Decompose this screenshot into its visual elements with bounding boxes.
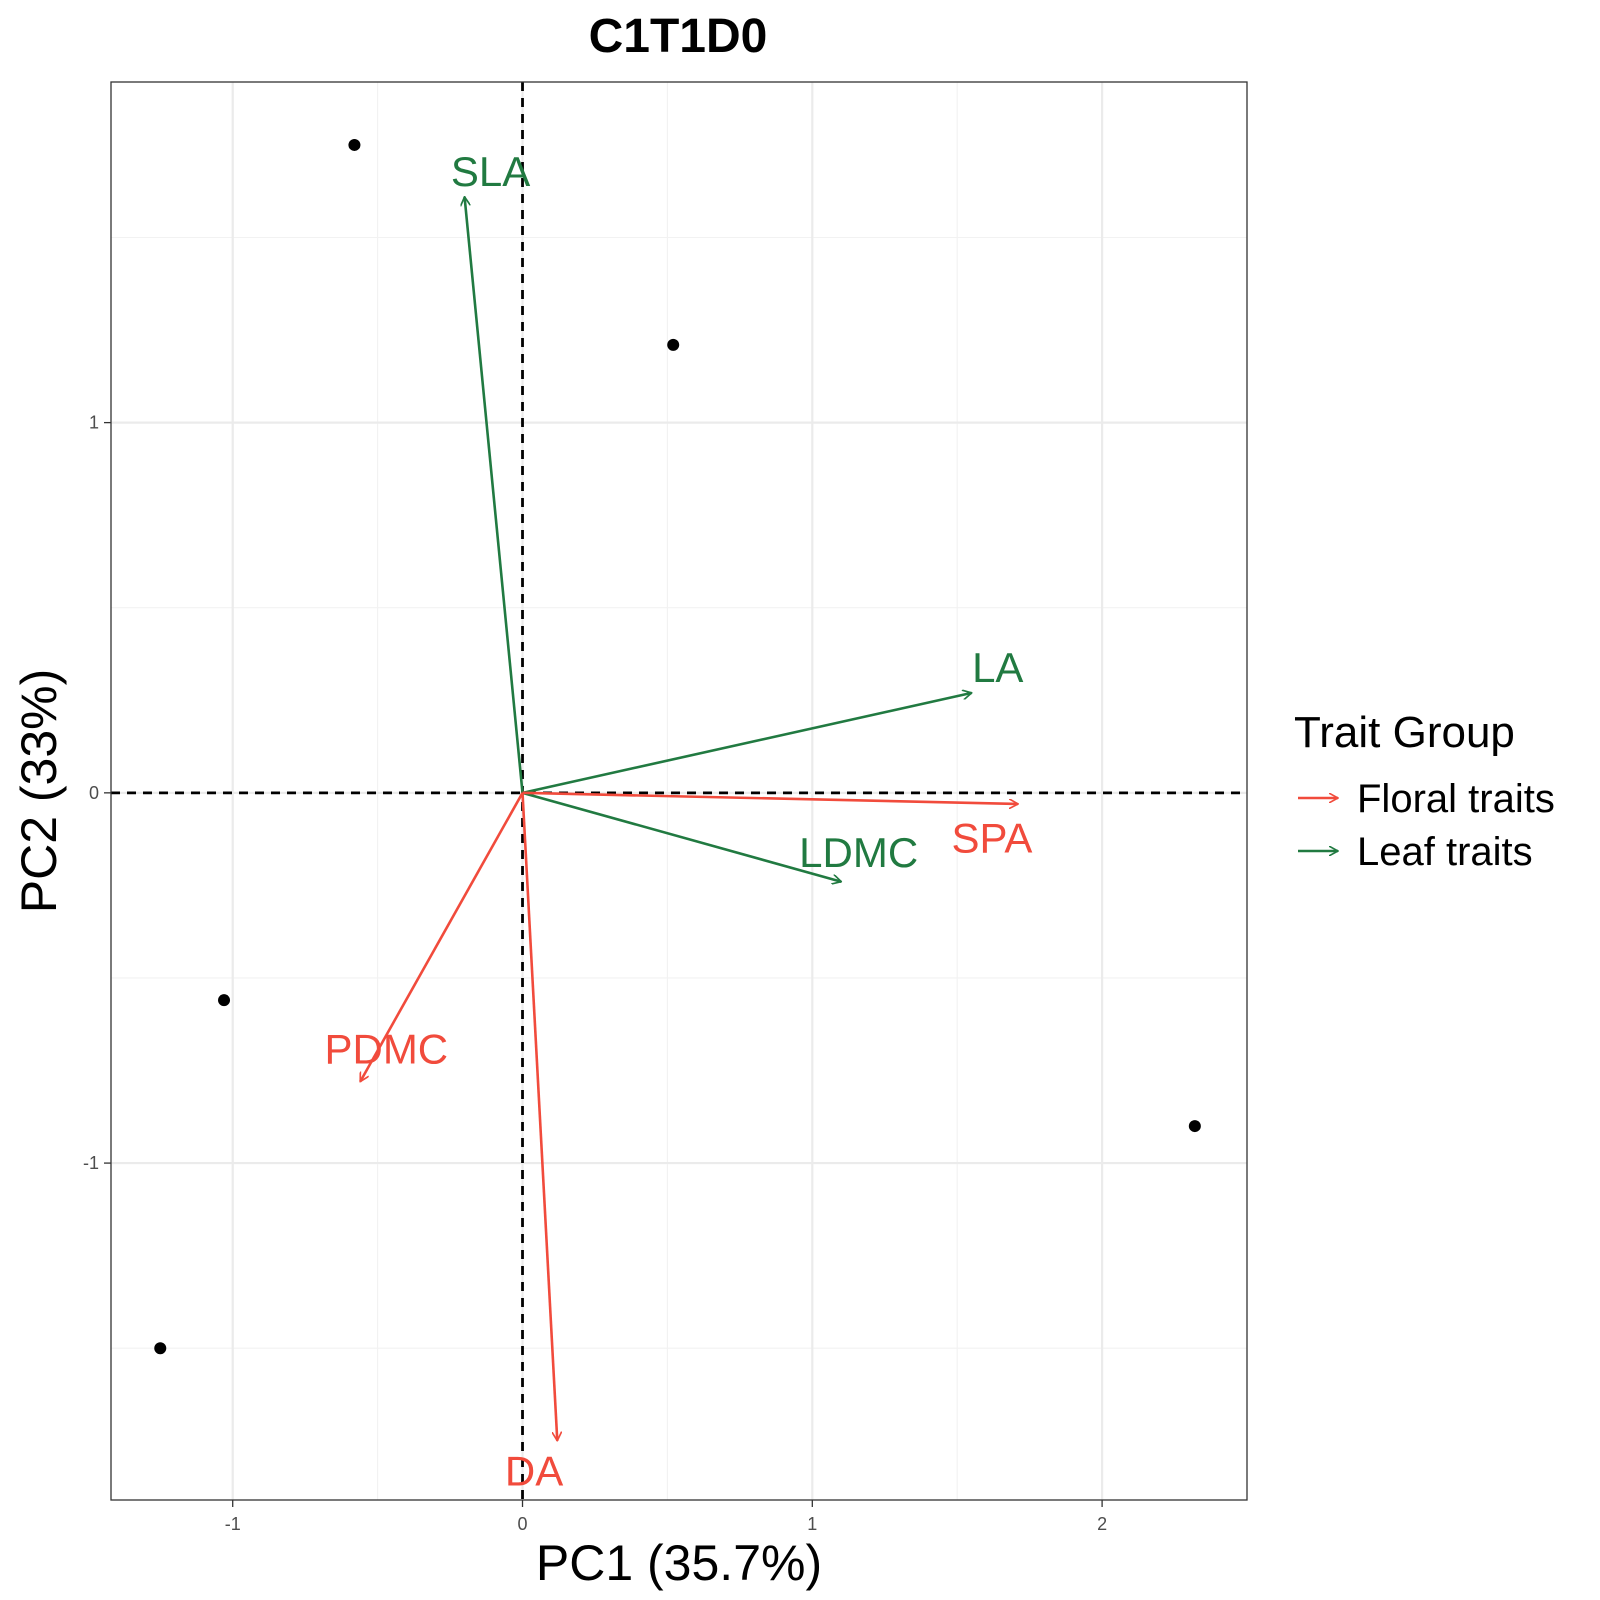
chart-title: C1T1D0	[589, 10, 768, 63]
data-point	[154, 1342, 167, 1355]
legend-label: Floral traits	[1357, 777, 1555, 821]
legend-label: Leaf traits	[1357, 830, 1533, 874]
data-point	[667, 338, 680, 351]
arrow-label-ldmc: LDMC	[799, 829, 918, 876]
arrow-label-spa: SPA	[952, 814, 1033, 861]
arrow-pdmc	[359, 792, 524, 1082]
legend-entries: Floral traits Leaf traits	[1298, 777, 1555, 874]
data-point	[1188, 1120, 1201, 1133]
x-tick-label: 1	[807, 1514, 817, 1534]
y-tick-label: -1	[83, 1153, 99, 1173]
arrow-label-da: DA	[505, 1447, 563, 1494]
x-tick-label: -1	[225, 1514, 241, 1534]
legend-item: Floral traits	[1298, 777, 1555, 821]
legend: Trait Group Floral traits Leaf traits	[1294, 708, 1555, 874]
plot-panel: SLA LA LDMC SPA PDMC DA	[110, 81, 1248, 1501]
trait-arrows	[359, 197, 1019, 1441]
arrow-spa	[522, 791, 1019, 804]
legend-title: Trait Group	[1294, 708, 1515, 757]
x-axis-title: PC1 (35.7%)	[536, 1535, 822, 1591]
trait-labels: SLA LA LDMC SPA PDMC DA	[324, 148, 1032, 1495]
x-axis-ticks: -1 0 1 2	[225, 1500, 1107, 1534]
arrow-ldmc	[522, 791, 842, 882]
x-tick-label: 2	[1097, 1514, 1107, 1534]
data-point	[218, 994, 231, 1007]
y-tick-label: 0	[89, 783, 99, 803]
legend-item: Leaf traits	[1298, 830, 1533, 874]
arrow-sla	[465, 197, 524, 793]
arrow-label-sla: SLA	[451, 148, 530, 195]
arrow-label-la: LA	[972, 644, 1023, 691]
data-point	[348, 138, 361, 151]
y-axis-ticks: -1 0 1	[83, 413, 111, 1173]
y-tick-label: 1	[89, 413, 99, 433]
panel-border	[110, 81, 1248, 1501]
panel-background	[111, 82, 1247, 1500]
arrow-label-pdmc: PDMC	[324, 1025, 448, 1072]
sample-points	[154, 138, 1201, 1355]
arrow-da	[521, 792, 558, 1441]
arrow-la	[522, 693, 972, 795]
y-axis-title: PC2 (33%)	[11, 669, 67, 914]
x-tick-label: 0	[518, 1514, 528, 1534]
